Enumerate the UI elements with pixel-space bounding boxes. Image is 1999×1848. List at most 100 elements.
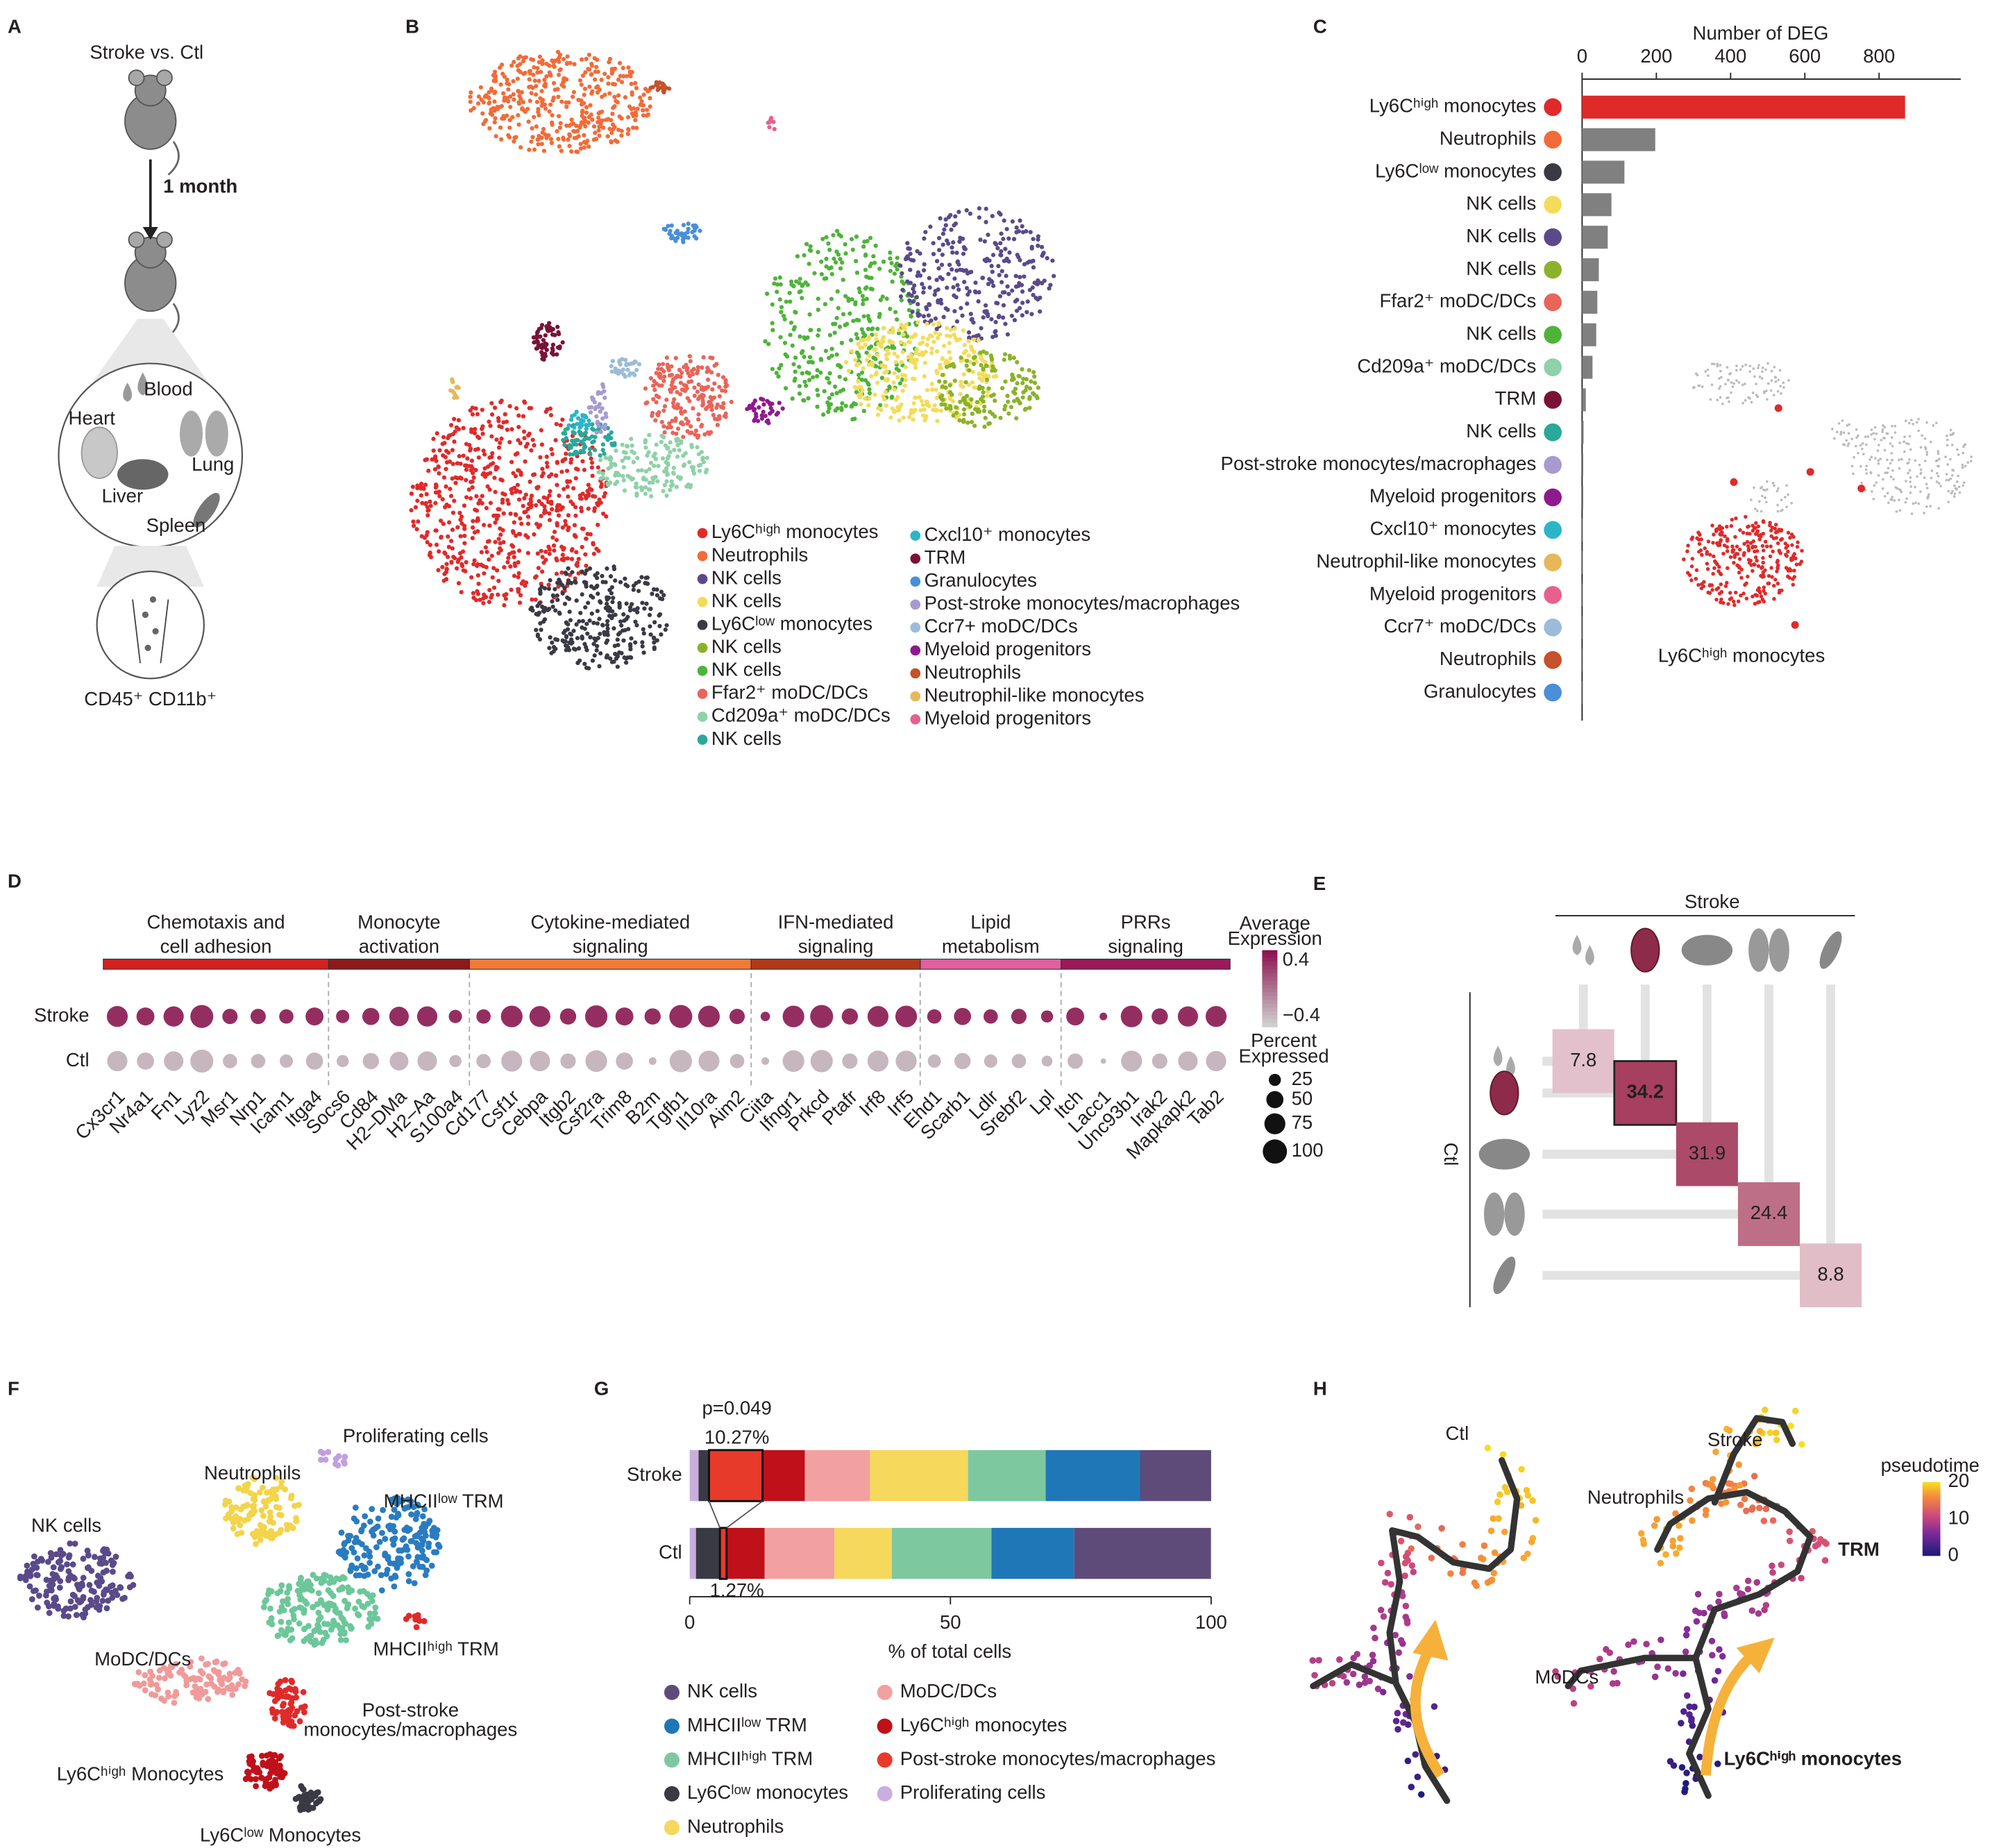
- dot: [1040, 1010, 1054, 1023]
- cell-point: [779, 362, 784, 368]
- cell-point: [999, 253, 1004, 258]
- cell-point: [1759, 534, 1763, 539]
- cell-point: [1714, 597, 1719, 602]
- cell-point: [717, 416, 722, 421]
- cell-point: [1020, 289, 1025, 294]
- cell-point: [570, 546, 575, 552]
- cell-point: [164, 1667, 171, 1674]
- legend-dot: [697, 573, 708, 585]
- cell-point: [773, 276, 778, 281]
- cell-point: [1925, 453, 1929, 456]
- cell-point: [1757, 364, 1760, 367]
- cell-point: [968, 211, 972, 216]
- bar: [1582, 193, 1612, 217]
- cell-point: [854, 362, 859, 367]
- cell-point: [639, 468, 644, 473]
- cell-point: [273, 1486, 280, 1493]
- cell-point: [1937, 482, 1941, 485]
- cell-point: [622, 488, 627, 493]
- cell-point: [525, 521, 531, 526]
- cell-point: [453, 429, 457, 434]
- cell-point: [696, 452, 701, 457]
- dot: [1099, 1012, 1108, 1020]
- cell-point: [596, 470, 601, 475]
- cell-point: [564, 621, 569, 625]
- cell-point: [655, 587, 659, 592]
- x-tick-label: 400: [1714, 45, 1746, 67]
- dot: [810, 1050, 833, 1073]
- cell-point: [550, 507, 555, 512]
- cell-point: [530, 126, 534, 131]
- cell-point: [607, 587, 612, 593]
- cell-point: [1772, 596, 1776, 601]
- cell-point: [1702, 580, 1706, 585]
- cell-point: [1946, 438, 1949, 442]
- cell-point: [693, 428, 699, 433]
- cell-point: [681, 240, 686, 244]
- cell-point: [1002, 407, 1007, 412]
- cell-point: [582, 580, 587, 585]
- cell-point: [1714, 529, 1719, 533]
- cell-point: [44, 1559, 51, 1565]
- cell-point: [487, 419, 491, 424]
- cell-point: [692, 385, 697, 390]
- cell-point: [490, 575, 495, 580]
- cell-point: [514, 533, 518, 538]
- cell-point: [103, 1605, 110, 1612]
- cell-point: [812, 271, 817, 276]
- cell-point: [482, 94, 487, 99]
- cell-point: [1871, 490, 1873, 493]
- cell-point: [993, 330, 997, 335]
- cell-point: [1745, 531, 1749, 536]
- cell-point: [802, 379, 807, 385]
- cell-point: [518, 532, 523, 537]
- cell-point: [580, 526, 585, 531]
- cell-point: [598, 476, 603, 481]
- cell-point: [456, 385, 461, 390]
- cell-point: [1730, 548, 1735, 553]
- cell-point: [903, 364, 908, 369]
- heart-icon: [1630, 927, 1660, 973]
- cell-point: [555, 523, 559, 528]
- cell-point: [1721, 402, 1724, 405]
- spleen-icon: [1819, 931, 1842, 969]
- cell-point: [696, 382, 701, 387]
- cell-point: [539, 99, 545, 105]
- dot: [251, 1054, 266, 1068]
- cell-point: [856, 378, 861, 384]
- cell-point: [528, 479, 532, 484]
- cell-point: [547, 109, 552, 114]
- cell-point: [667, 421, 672, 426]
- cell-point: [51, 1601, 58, 1608]
- cell-point: [489, 401, 494, 405]
- cell-point: [923, 349, 928, 355]
- cell-point: [843, 294, 848, 299]
- cell-point: [721, 401, 726, 406]
- cell-point: [278, 1479, 285, 1485]
- cell-point: [1775, 569, 1779, 573]
- cell-point: [614, 448, 618, 453]
- cell-point: [763, 413, 768, 419]
- cell-point: [533, 597, 538, 602]
- cell-point: [469, 108, 473, 113]
- cell-point: [707, 368, 711, 373]
- cell-point: [643, 580, 648, 586]
- cell-point: [1919, 472, 1923, 476]
- cell-point: [581, 419, 586, 423]
- cell-point: [1762, 390, 1766, 393]
- cell-point: [940, 373, 945, 378]
- cell-point: [530, 472, 536, 478]
- cell-point: [482, 571, 487, 576]
- cell-point: [940, 252, 945, 258]
- cell-point: [86, 1581, 93, 1588]
- cell-point: [609, 591, 614, 596]
- cell-point: [698, 462, 703, 467]
- cell-point: [1865, 472, 1868, 475]
- cell-point: [827, 380, 832, 385]
- cell-point: [265, 1591, 271, 1597]
- legend-label: NK cells: [711, 659, 782, 680]
- cell-point: [591, 541, 596, 546]
- cell-point: [1884, 471, 1887, 474]
- cell-point: [530, 85, 535, 90]
- cell-point: [498, 125, 503, 130]
